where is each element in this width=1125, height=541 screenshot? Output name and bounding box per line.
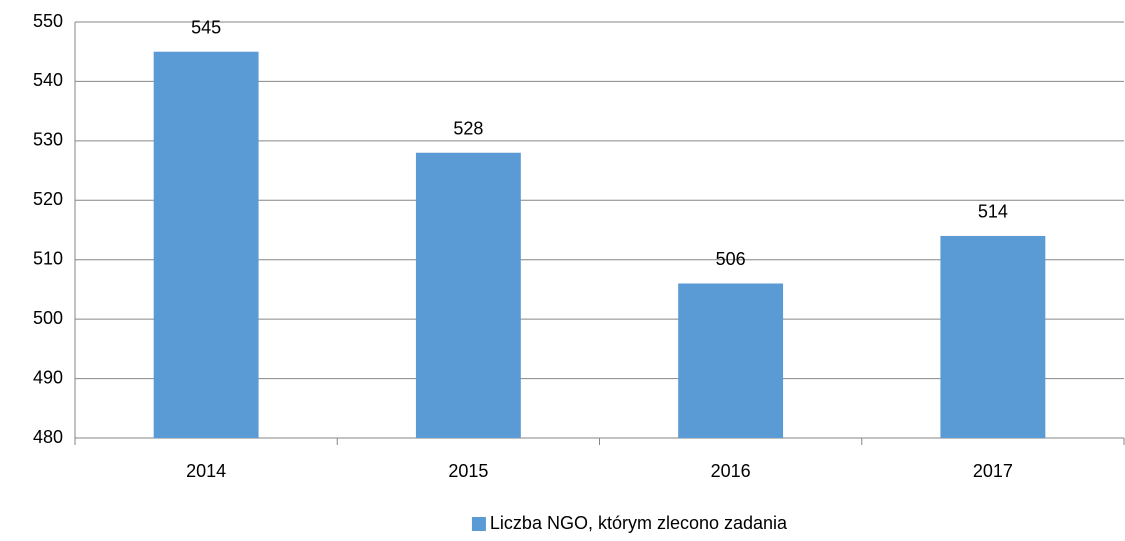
y-tick-label: 550 — [33, 11, 63, 31]
bar — [415, 152, 521, 438]
x-tick-label: 2016 — [711, 461, 751, 481]
legend-label: Liczba NGO, którym zlecono zadania — [490, 513, 788, 533]
y-tick-label: 490 — [33, 367, 63, 387]
data-label: 545 — [191, 17, 221, 37]
y-tick-label: 540 — [33, 70, 63, 90]
x-tick-label: 2015 — [448, 461, 488, 481]
x-tick-label: 2014 — [186, 461, 226, 481]
x-tick-label: 2017 — [973, 461, 1013, 481]
data-label: 506 — [716, 249, 746, 269]
y-tick-label: 510 — [33, 248, 63, 268]
y-tick-label: 530 — [33, 130, 63, 150]
y-tick-label: 480 — [33, 427, 63, 447]
bar — [940, 235, 1046, 438]
bar — [678, 283, 784, 438]
y-tick-label: 500 — [33, 308, 63, 328]
bar — [153, 51, 259, 438]
y-tick-label: 520 — [33, 189, 63, 209]
data-label: 528 — [453, 118, 483, 138]
legend-swatch — [471, 517, 486, 531]
data-label: 514 — [978, 202, 1008, 222]
